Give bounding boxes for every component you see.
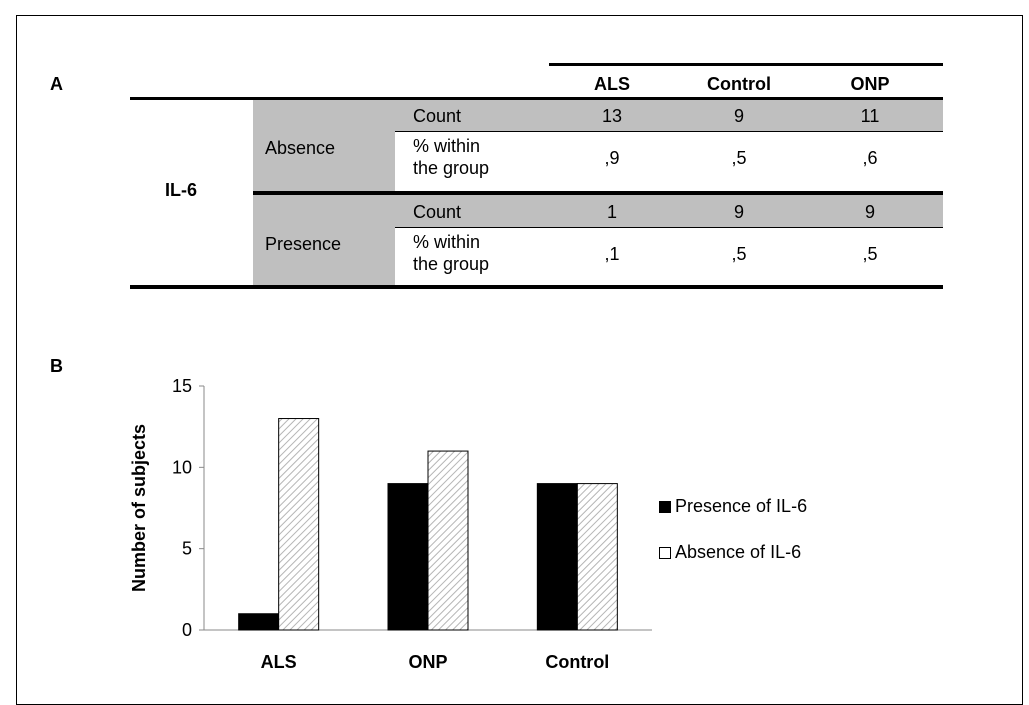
- stat-label-pct-line2: the group: [413, 254, 490, 274]
- rule-presence-count: [395, 227, 943, 228]
- legend-swatch-presence: [659, 500, 671, 513]
- col-header-control: Control: [707, 74, 771, 94]
- bar-control-presence: [536, 483, 578, 631]
- group-absence-shade: [253, 99, 395, 191]
- y-tick-label: 10: [172, 457, 192, 477]
- stat-label-count: Count: [413, 106, 462, 126]
- table-cell: ,1: [604, 244, 620, 264]
- legend-label-presence: Presence of IL-6: [675, 496, 808, 516]
- panel-b-label: B: [50, 356, 63, 376]
- bar-chart: 0 5 10 15 Number of subjects ALS ONP Control: [129, 376, 652, 672]
- row-absence-count-shade: [395, 99, 943, 132]
- variable-label: IL-6: [165, 180, 198, 200]
- table-cell: ,5: [862, 244, 878, 264]
- table-cell: 9: [733, 202, 744, 222]
- legend-item-absence: Absence of IL-6: [659, 542, 801, 563]
- table-cell: 9: [733, 106, 744, 126]
- table-cell: 1: [606, 202, 617, 222]
- group-presence-shade: [253, 195, 395, 287]
- legend-swatch-absence: [659, 546, 671, 559]
- bar-als-presence: [238, 613, 280, 631]
- stat-label-count: Count: [413, 202, 462, 222]
- rule-absence-count: [395, 131, 943, 132]
- stat-label-pct-line2: the group: [413, 158, 490, 178]
- rule-below-header: [130, 97, 943, 100]
- group-absence-label: Absence: [265, 138, 336, 158]
- panel-a-label: A: [50, 74, 63, 94]
- x-tick-label: ONP: [408, 652, 447, 672]
- x-tick-label: ALS: [261, 652, 297, 672]
- rule-bottom: [130, 285, 943, 289]
- y-tick-label: 0: [182, 620, 192, 640]
- group-presence-label: Presence: [265, 234, 342, 254]
- y-axis-title: Number of subjects: [129, 424, 149, 592]
- x-tick-label: Control: [545, 652, 609, 672]
- table-cell: ,9: [604, 148, 620, 168]
- bar-onp-absence: [427, 450, 469, 631]
- rule-group-divider: [253, 191, 943, 195]
- table-cell: ,5: [731, 244, 747, 264]
- y-tick-label: 15: [172, 376, 192, 396]
- bar-als-absence: [278, 418, 320, 631]
- bar-control-absence: [576, 483, 618, 631]
- table-cell: 11: [860, 106, 880, 126]
- contingency-table: ALS Control ONP IL-6 Absence Presence Co…: [0, 0, 1029, 320]
- stat-label-pct-line1: % within: [413, 136, 481, 156]
- table-cell: ,5: [731, 148, 747, 168]
- legend-item-presence: Presence of IL-6: [659, 496, 807, 517]
- table-cell: 9: [864, 202, 875, 222]
- row-presence-count-shade: [395, 195, 943, 228]
- legend-label-absence: Absence of IL-6: [675, 542, 802, 562]
- y-tick-label: 5: [182, 539, 192, 559]
- rule-top-header: [549, 63, 943, 66]
- stat-label-pct-line1: % within: [413, 232, 481, 252]
- table-cell: 13: [601, 106, 623, 126]
- col-header-als: ALS: [594, 74, 630, 94]
- table-cell: ,6: [862, 148, 878, 168]
- bar-onp-presence: [387, 483, 429, 631]
- col-header-onp: ONP: [850, 74, 890, 94]
